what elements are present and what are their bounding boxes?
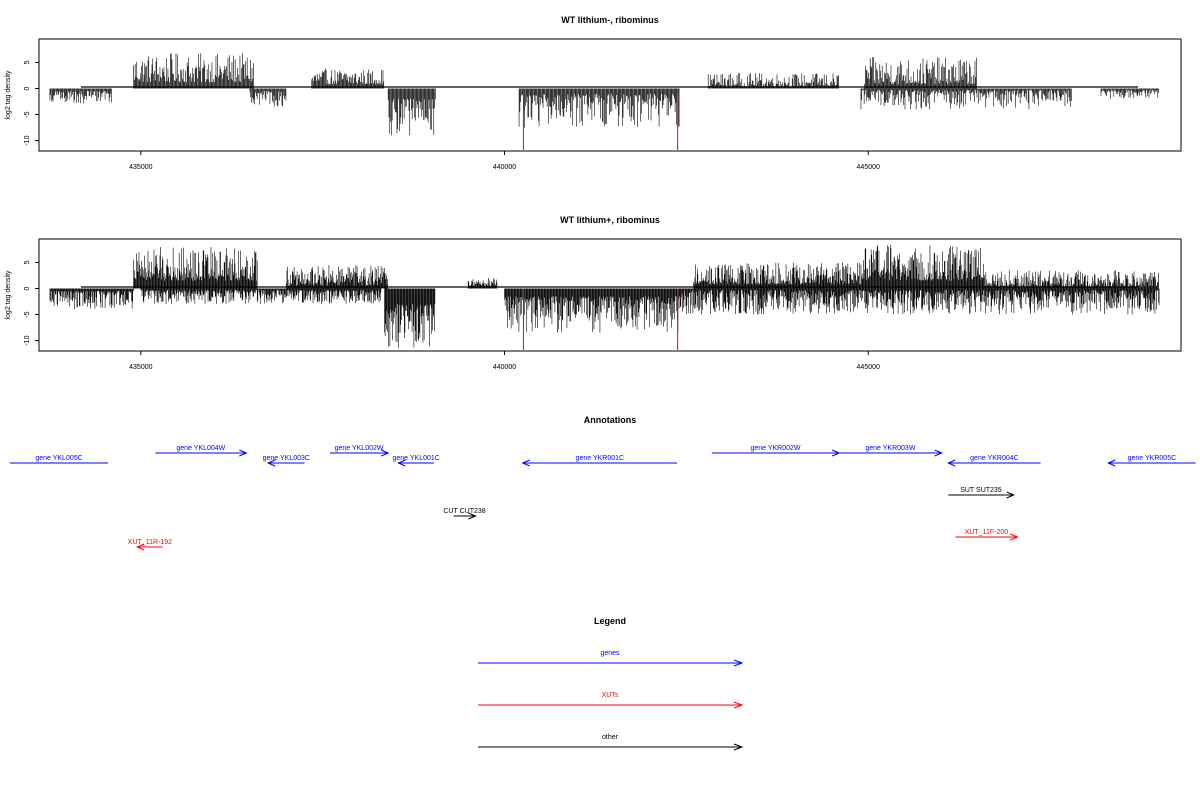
- arrowhead: [1106, 459, 1116, 467]
- annotation-feature: gene YKL001C: [392, 455, 440, 467]
- arrowhead: [733, 743, 744, 751]
- feature-label: gene YKR005C: [1128, 455, 1177, 462]
- feature-label: gene YKL001C: [392, 455, 439, 462]
- axes: 435000 440000 445000 5 0 -5 -10: [24, 60, 880, 171]
- annotations-title: Annotations: [584, 415, 637, 425]
- track-title: WT lithium-, ribominus: [561, 15, 659, 25]
- feature-label: gene YKL002W: [335, 445, 384, 452]
- legend-title: Legend: [594, 616, 626, 626]
- feature-label: XUT_11R-192: [128, 539, 172, 546]
- x-tick-label: 440000: [493, 364, 516, 371]
- x-tick-label: 445000: [857, 364, 880, 371]
- y-tick-label: 5: [24, 60, 31, 64]
- arrowhead: [266, 459, 276, 467]
- legend-label: genes: [600, 650, 620, 657]
- arrowhead: [1010, 533, 1019, 541]
- plot-frame: [38, 38, 1182, 152]
- arrowhead: [397, 459, 406, 467]
- y-tick-label: -10: [24, 335, 31, 345]
- annotation-feature: gene YKR002W: [711, 445, 841, 457]
- plot-frame: [38, 238, 1182, 352]
- arrowhead: [468, 512, 477, 520]
- annotation-feature: gene YKR005C: [1106, 455, 1196, 467]
- feature-label: gene YKR003W: [865, 445, 915, 452]
- annotation-feature: gene YKR003W: [839, 445, 943, 457]
- feature-label: gene YKL003C: [263, 455, 310, 462]
- arrowhead: [521, 459, 530, 467]
- annotation-feature: XUT_11R-192: [128, 539, 172, 551]
- x-tick-label: 435000: [129, 364, 152, 371]
- y-tick-label: -5: [24, 111, 31, 117]
- legend-label: other: [602, 734, 619, 741]
- annotation-feature: gene YKR001C: [521, 455, 677, 467]
- y-tick-label: -10: [24, 135, 31, 145]
- legend-item: XUTs: [478, 692, 744, 709]
- arrowhead: [934, 449, 943, 457]
- arrowhead: [135, 543, 145, 551]
- x-tick-label: 435000: [129, 164, 152, 171]
- feature-label: CUT CUT238: [443, 508, 485, 515]
- track-panel-lithium-minus: WT lithium-, ribominus log2 tag density …: [5, 15, 1182, 171]
- legend: Legend genes XUTs other: [478, 616, 744, 751]
- axes: 435000 440000 445000 5 0 -5 -10: [24, 260, 880, 371]
- legend-item: genes: [478, 650, 744, 667]
- feature-label: XUT_11F-200: [965, 529, 1009, 536]
- annotation-feature: XUT_11F-200: [955, 529, 1019, 541]
- arrowhead: [733, 701, 744, 709]
- feature-label: gene YKR001C: [576, 455, 625, 462]
- annotation-feature: gene YKL004W: [155, 445, 248, 457]
- tag-density-bars: [49, 244, 1160, 348]
- annotation-feature: gene YKL003C: [263, 455, 310, 467]
- y-tick-label: 0: [24, 86, 31, 90]
- annotation-feature: gene YKL005C: [9, 455, 109, 464]
- x-tick-label: 445000: [857, 164, 880, 171]
- annotation-features: gene YKL005C gene YKL004W gene YKL003C gene…: [9, 445, 1196, 551]
- y-axis-label: log2 tag density: [5, 70, 12, 120]
- legend-item: other: [478, 734, 744, 751]
- x-tick-label: 440000: [493, 164, 516, 171]
- feature-label: gene YKR004C: [970, 455, 1019, 462]
- feature-label: gene YKL004W: [176, 445, 225, 452]
- annotation-feature: SUT SUT235: [948, 487, 1015, 499]
- y-axis-label: log2 tag density: [5, 270, 12, 320]
- legend-label: XUTs: [602, 692, 619, 699]
- feature-label: SUT SUT235: [960, 487, 1002, 494]
- arrowhead: [239, 449, 248, 457]
- annotation-feature: gene YKR004C: [946, 455, 1041, 467]
- arrowhead: [733, 659, 744, 667]
- feature-label: gene YKL005C: [35, 455, 82, 462]
- y-tick-label: 0: [24, 286, 31, 290]
- annotation-feature: gene YKL002W: [329, 445, 390, 457]
- arrowhead: [380, 449, 390, 457]
- arrowhead: [946, 459, 956, 467]
- red-markers: [522, 88, 679, 150]
- arrowhead: [1006, 491, 1015, 499]
- track-panel-lithium-plus: WT lithium+, ribominus log2 tag density …: [5, 215, 1182, 371]
- track-title: WT lithium+, ribominus: [560, 215, 660, 225]
- y-tick-label: -5: [24, 311, 31, 317]
- annotation-feature: CUT CUT238: [443, 508, 486, 520]
- feature-label: gene YKR002W: [750, 445, 800, 452]
- red-markers: [522, 288, 679, 350]
- tag-density-bars: [49, 53, 1159, 136]
- y-tick-label: 5: [24, 260, 31, 264]
- legend-items: genes XUTs other: [478, 650, 744, 751]
